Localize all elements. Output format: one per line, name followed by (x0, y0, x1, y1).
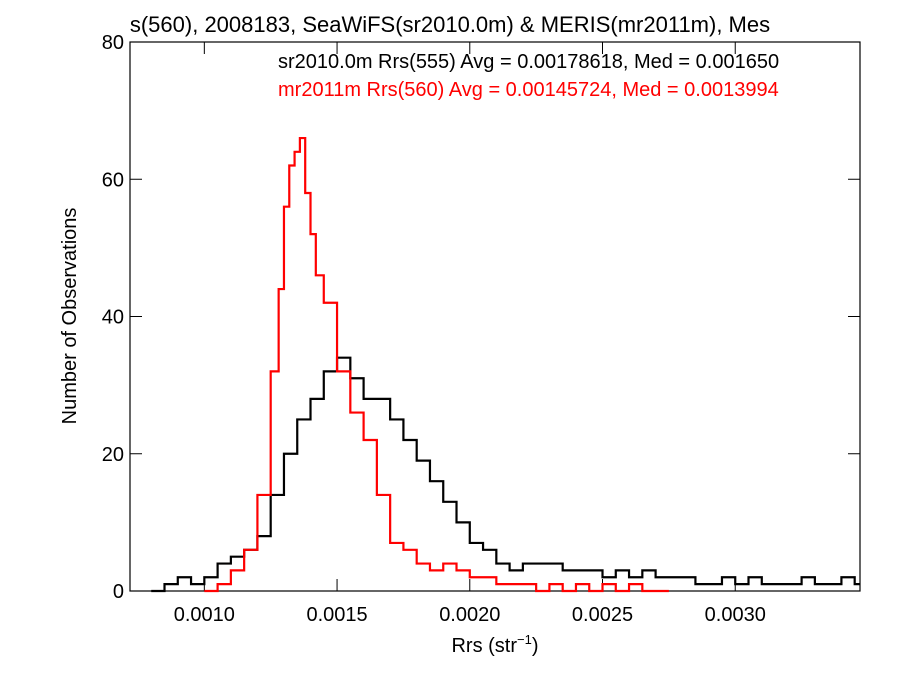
series-red-histogram (204, 136, 669, 593)
plot-frame (129, 41, 861, 592)
x-axis-label-main: Rrs (str (451, 635, 517, 657)
x-tick-label: 0.0020 (439, 604, 500, 626)
x-tick-label: 0.0010 (174, 604, 235, 626)
series-layer (151, 136, 860, 593)
y-tick-label: 60 (102, 169, 124, 191)
y-tick-label: 20 (102, 444, 124, 466)
x-tick-label: 0.0030 (705, 604, 766, 626)
y-axis: 0 20 40 60 80 (102, 32, 860, 603)
x-tick-label: 0.0015 (306, 604, 367, 626)
chart-title: s(560), 2008183, SeaWiFS(sr2010.0m) & ME… (130, 12, 770, 37)
annotation-black: sr2010.0m Rrs(555) Avg = 0.00178618, Med… (278, 51, 779, 73)
x-axis-label-close: ) (532, 635, 539, 657)
x-axis-label-superscript: −1 (517, 632, 532, 647)
x-axis: 0.0010 0.0015 0.0020 0.0025 0.0030 (174, 42, 766, 626)
y-tick-label: 80 (102, 32, 124, 54)
y-tick-label: 40 (102, 307, 124, 329)
annotation-red: mr2011m Rrs(560) Avg = 0.00145724, Med =… (278, 79, 779, 101)
y-tick-label: 0 (113, 581, 124, 603)
x-tick-label: 0.0025 (572, 604, 633, 626)
series-black-histogram (151, 356, 860, 593)
y-axis-label: Number of Observations (59, 208, 81, 425)
x-axis-label: Rrs (str−1) (451, 632, 538, 657)
